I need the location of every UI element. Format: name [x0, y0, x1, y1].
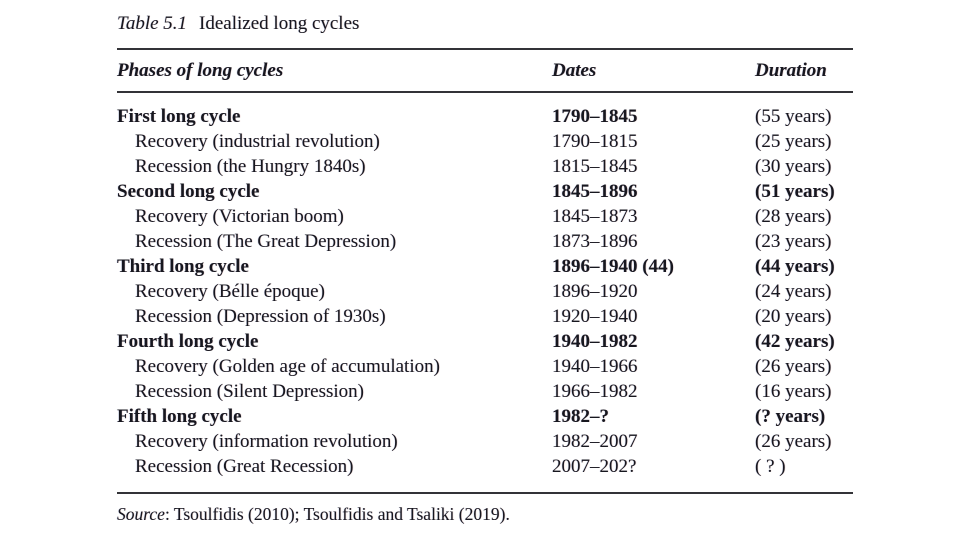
table-row: Recession (the Hungry 1840s) 1815–1845 (… [117, 154, 853, 179]
table-row: Fifth long cycle 1982–? (? years) [117, 404, 853, 429]
cell-duration: (20 years) [755, 306, 832, 327]
table-bottom-rule [117, 492, 853, 494]
cell-dates: 1815–1845 [552, 156, 638, 177]
table-row: Recession (Great Recession) 2007–202? ( … [117, 454, 853, 479]
table-top-rule [117, 48, 853, 50]
cell-dates: 1920–1940 [552, 306, 638, 327]
table-row: Recovery (Golden age of accumulation) 19… [117, 354, 853, 379]
cell-dates: 1966–1982 [552, 381, 638, 402]
source-text: : Tsoulfidis (2010); Tsoulfidis and Tsal… [164, 504, 510, 524]
column-header-duration: Duration [755, 60, 827, 81]
table-row: Recession (Silent Depression) 1966–1982 … [117, 379, 853, 404]
column-header-phases: Phases of long cycles [117, 60, 284, 81]
table-row: Third long cycle 1896–1940 (44) (44 year… [117, 254, 853, 279]
cell-phase: Recovery (information revolution) [135, 431, 398, 452]
cell-phase: Recovery (Bélle époque) [135, 281, 325, 302]
cell-duration: (44 years) [755, 256, 835, 277]
cell-dates: 1845–1896 [552, 181, 638, 202]
table-header-rule [117, 91, 853, 93]
cell-dates: 1940–1966 [552, 356, 638, 377]
table-caption-number: Table 5.1 [117, 13, 188, 34]
cell-phase: Recession (Silent Depression) [135, 381, 365, 402]
cell-dates: 2007–202? [552, 456, 637, 477]
cell-duration: (24 years) [755, 281, 832, 302]
cell-phase: Fourth long cycle [117, 331, 259, 352]
cell-phase: Recession (Depression of 1930s) [135, 306, 386, 327]
cell-duration: (55 years) [755, 106, 832, 127]
table-row: Fourth long cycle 1940–1982 (42 years) [117, 329, 853, 354]
cell-duration: (23 years) [755, 231, 832, 252]
cell-phase: Recovery (Victorian boom) [135, 206, 344, 227]
book-page: Table 5.1 Idealized long cycles Phases of… [117, 8, 853, 525]
table-row: Recovery (Victorian boom) 1845–1873 (28 … [117, 204, 853, 229]
table-row: Recovery (Bélle époque) 1896–1920 (24 ye… [117, 279, 853, 304]
cell-duration: ( ? ) [755, 456, 786, 477]
cell-phase: Fifth long cycle [117, 406, 242, 427]
table-source: Source: Tsoulfidis (2010); Tsoulfidis an… [117, 503, 853, 525]
cell-duration: (26 years) [755, 431, 832, 452]
cell-duration: (30 years) [755, 156, 832, 177]
table-row: Recession (The Great Depression) 1873–18… [117, 229, 853, 254]
table-header-row: Phases of long cycles Dates Duration [117, 50, 853, 91]
cell-dates: 1982–2007 [552, 431, 638, 452]
cell-duration: (51 years) [755, 181, 835, 202]
cell-phase: Recovery (industrial revolution) [135, 131, 380, 152]
cell-dates: 1873–1896 [552, 231, 638, 252]
cell-duration: (25 years) [755, 131, 832, 152]
cell-duration: (16 years) [755, 381, 832, 402]
table-caption-title: Idealized long cycles [199, 13, 360, 34]
column-header-dates: Dates [552, 60, 597, 81]
cell-duration: (? years) [755, 406, 826, 427]
cell-dates: 1790–1815 [552, 131, 638, 152]
cell-duration: (42 years) [755, 331, 835, 352]
cell-duration: (26 years) [755, 356, 832, 377]
cell-duration: (28 years) [755, 206, 832, 227]
cell-phase: Recession (the Hungry 1840s) [135, 156, 366, 177]
table-row: Recession (Depression of 1930s) 1920–194… [117, 304, 853, 329]
cell-phase: Third long cycle [117, 256, 249, 277]
table-row: First long cycle 1790–1845 (55 years) [117, 104, 853, 129]
cell-phase: First long cycle [117, 106, 241, 127]
cell-dates: 1982–? [552, 406, 609, 427]
source-label: Source [117, 504, 165, 524]
cell-phase: Recovery (Golden age of accumulation) [135, 356, 440, 377]
cell-dates: 1896–1940 (44) [552, 256, 674, 277]
cell-dates: 1790–1845 [552, 106, 638, 127]
cell-phase: Second long cycle [117, 181, 260, 202]
cell-dates: 1845–1873 [552, 206, 638, 227]
cell-phase: Recession (The Great Depression) [135, 231, 397, 252]
table-body: First long cycle 1790–1845 (55 years) Re… [117, 93, 853, 492]
cell-dates: 1940–1982 [552, 331, 638, 352]
table-row: Second long cycle 1845–1896 (51 years) [117, 179, 853, 204]
table-caption: Table 5.1 Idealized long cycles [117, 12, 853, 36]
table-row: Recovery (information revolution) 1982–2… [117, 429, 853, 454]
table-row: Recovery (industrial revolution) 1790–18… [117, 129, 853, 154]
cell-phase: Recession (Great Recession) [135, 456, 354, 477]
cell-dates: 1896–1920 [552, 281, 638, 302]
